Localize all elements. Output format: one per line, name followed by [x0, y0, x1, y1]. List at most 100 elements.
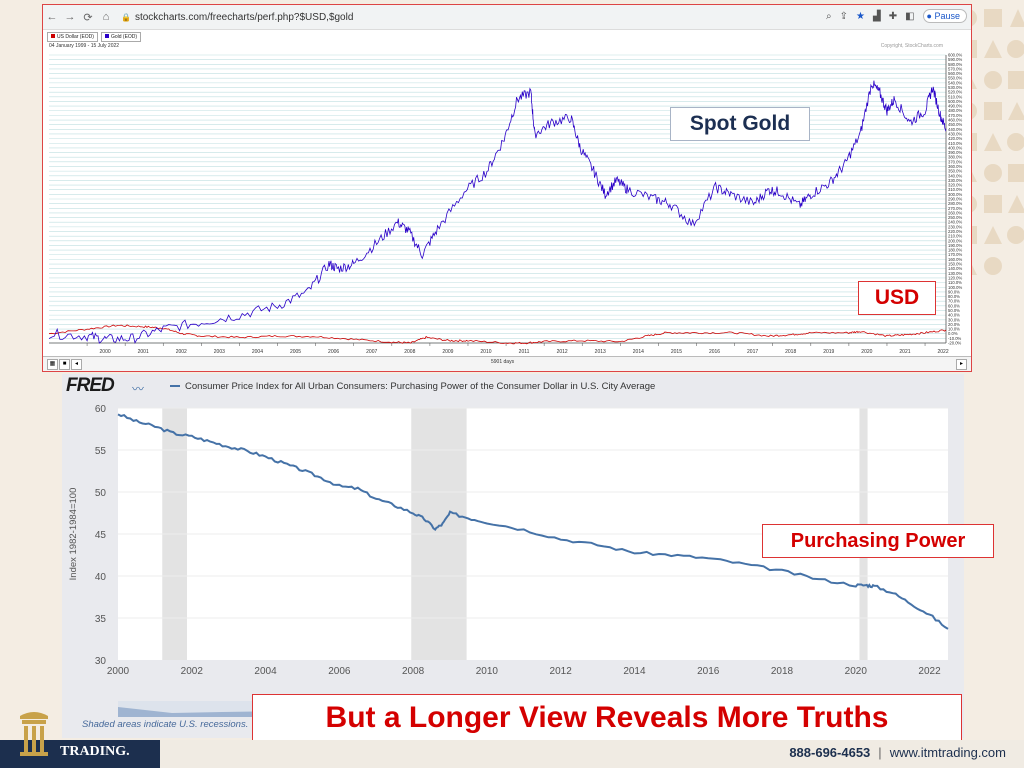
y-tick-label: 170.0% [948, 252, 962, 257]
fred-x-tick-label: 2022 [918, 666, 941, 677]
y-tick-label: 490.0% [948, 104, 962, 109]
zoom-icon[interactable]: ⌕ [826, 10, 832, 22]
y-tick-label: 580.0% [948, 62, 962, 67]
y-tick-label: 240.0% [948, 220, 962, 225]
y-tick-label: 70.0% [948, 299, 960, 304]
y-tick-label: 440.0% [948, 127, 962, 132]
copyright: Copyright, StockCharts.com [880, 43, 943, 49]
share-icon[interactable]: ⇪ [839, 10, 849, 22]
y-tick-label: 480.0% [948, 108, 962, 113]
browser-window: ← → ⟳ ⌂ 🔒 stockcharts.com/freecharts/per… [42, 4, 972, 372]
headline-callout: But a Longer View Reveals More Truths [252, 694, 962, 742]
y-tick-label: 280.0% [948, 201, 962, 206]
logo-text: TRADING. [60, 744, 130, 759]
x-tick-label: 2006 [328, 349, 339, 355]
fred-title-text: Consumer Price Index for All Urban Consu… [185, 381, 656, 392]
fred-x-tick-label: 2002 [181, 666, 204, 677]
fred-chart: 30 35 40 45 50 55 60 2000 2002 2004 2006 2008 2010 20… [62, 400, 964, 700]
color-icon[interactable]: ■ [59, 359, 70, 370]
fred-y-tick-label: 40 [95, 572, 107, 583]
contact-info: 888-696-4653 | www.itmtrading.com [789, 745, 1006, 760]
fred-x-tick-label: 2012 [550, 666, 573, 677]
legend-usd[interactable]: US Dollar (EOD) [47, 32, 98, 42]
forward-icon[interactable]: → [64, 11, 76, 23]
back-icon[interactable]: ← [46, 11, 58, 23]
y-tick-label: 0.0% [948, 331, 958, 336]
y-tick-label: 460.0% [948, 118, 962, 123]
y-tick-label: 40.0% [948, 313, 960, 318]
y-tick-label: 250.0% [948, 215, 962, 220]
usd-callout: USD [858, 281, 936, 315]
x-tick-label: 2019 [823, 349, 834, 355]
y-tick-label: 50.0% [948, 308, 960, 313]
fred-x-tick-label: 2004 [254, 666, 277, 677]
y-tick-label: 140.0% [948, 266, 962, 271]
legend-gold[interactable]: Gold (EOD) [100, 32, 142, 42]
fred-x-tick-label: 2018 [771, 666, 794, 677]
y-tick-label: 60.0% [948, 303, 960, 308]
lock-icon[interactable]: 🔒 [121, 12, 131, 22]
fred-series-line [117, 413, 949, 630]
address-bar: ← → ⟳ ⌂ 🔒 stockcharts.com/freecharts/per… [43, 5, 971, 30]
puzzle-icon[interactable]: ✚ [888, 10, 898, 22]
avatar-icon: ● [926, 11, 935, 21]
recession-note: Shaded areas indicate U.S. recessions. [82, 719, 249, 730]
fred-y-tick-label: 45 [95, 530, 107, 541]
y-tick-label: 20.0% [948, 322, 960, 327]
fred-graph-icon: 〰 [132, 382, 145, 396]
pause-button[interactable]: ● Pause [922, 9, 967, 23]
purchasing-power-callout: Purchasing Power [762, 524, 994, 558]
separator: | [878, 745, 882, 760]
pause-label: Pause [934, 11, 960, 21]
y-tick-label: 130.0% [948, 271, 962, 276]
reload-icon[interactable]: ⟳ [83, 11, 93, 24]
y-tick-label: 150.0% [948, 262, 962, 267]
y-tick-label: -10.0% [948, 336, 962, 341]
x-tick-label: 2008 [404, 349, 415, 355]
x-tick-label: 2021 [899, 349, 910, 355]
y-tick-label: 110.0% [948, 280, 962, 285]
x-tick-label: 2010 [480, 349, 491, 355]
y-tick-label: 380.0% [948, 155, 962, 160]
fred-y-tick-label: 30 [95, 656, 107, 667]
y-tick-label: 360.0% [948, 164, 962, 169]
spot-gold-callout: Spot Gold [670, 107, 810, 141]
y-tick-label: 90.0% [948, 289, 960, 294]
chart-icon[interactable]: ▟ [872, 10, 881, 22]
x-tick-label: 2002 [176, 349, 187, 355]
fred-logo: FRED [66, 375, 115, 396]
y-tick-label: 200.0% [948, 238, 962, 243]
x-tick-label: 2017 [747, 349, 758, 355]
y-tick-label: 570.0% [948, 66, 962, 71]
x-tick-label: 2000 [100, 349, 111, 355]
x-tick-label: 2013 [595, 349, 606, 355]
chart-type-icon[interactable]: ▦ [47, 359, 58, 370]
website-link[interactable]: www.itmtrading.com [889, 745, 1006, 760]
y-tick-label: 520.0% [948, 90, 962, 95]
scroll-right-icon[interactable]: ▸ [956, 359, 967, 370]
x-tick-label: 2011 [519, 349, 530, 355]
home-icon[interactable]: ⌂ [102, 11, 110, 23]
star-icon[interactable]: ★ [856, 10, 865, 22]
y-tick-label: 600.0% [948, 53, 962, 58]
legend-gold-label: Gold (EOD) [110, 34, 138, 40]
fred-x-tick-label: 2016 [697, 666, 720, 677]
y-tick-label: 30.0% [948, 317, 960, 322]
y-tick-label: 350.0% [948, 169, 962, 174]
y-tick-label: 80.0% [948, 294, 960, 299]
fred-y-tick-label: 35 [95, 614, 107, 625]
y-tick-label: 530.0% [948, 85, 962, 90]
url-field[interactable]: stockcharts.com/freecharts/perf.php?$USD… [134, 11, 354, 23]
chart-scrollbar[interactable]: ▦ ■ ◂ 5901 days ▸ [43, 356, 971, 371]
x-tick-label: 2003 [214, 349, 225, 355]
x-tick-label: 2001 [138, 349, 149, 355]
footer-bar [0, 740, 1024, 768]
phone[interactable]: 888-696-4653 [789, 745, 871, 760]
scroll-left-icon[interactable]: ◂ [71, 359, 82, 370]
y-tick-label: 210.0% [948, 234, 962, 239]
x-tick-label: 2012 [557, 349, 568, 355]
x-tick-label: 2018 [785, 349, 796, 355]
y-tick-label: 560.0% [948, 71, 962, 76]
sidebar-icon[interactable]: ◧ [905, 10, 915, 22]
performance-chart: -20.0%-10.0%0.0%10.0%20.0%30.0%40.0%50.0… [48, 53, 962, 355]
